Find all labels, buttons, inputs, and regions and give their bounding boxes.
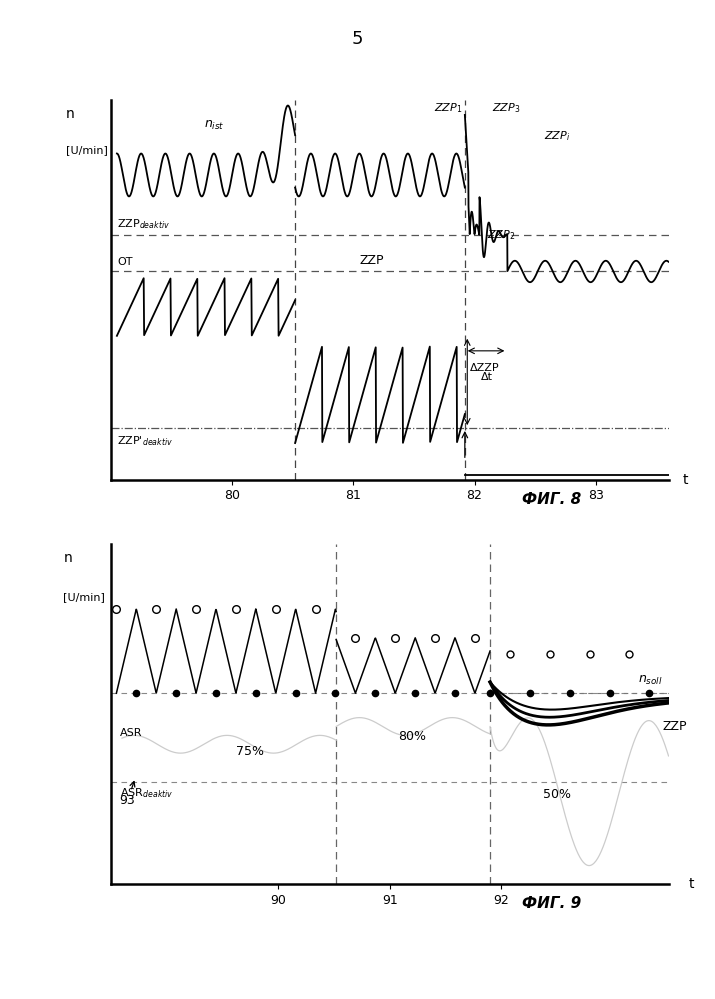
- Text: $n_{ist}$: $n_{ist}$: [204, 119, 225, 132]
- Text: ZZP: ZZP: [359, 254, 384, 267]
- Text: t: t: [689, 877, 694, 891]
- Text: [U/min]: [U/min]: [64, 592, 105, 602]
- Text: OT: OT: [117, 257, 132, 267]
- Text: ΔZZP: ΔZZP: [470, 363, 499, 373]
- Text: 50%: 50%: [543, 787, 571, 800]
- Text: Δt: Δt: [480, 373, 493, 383]
- Text: ZZP: ZZP: [663, 720, 687, 733]
- Text: t: t: [683, 473, 689, 487]
- Text: $ZZP_1$: $ZZP_1$: [434, 101, 463, 115]
- Text: 93: 93: [119, 781, 136, 807]
- Text: ФИГ. 8: ФИГ. 8: [522, 492, 581, 506]
- Text: $ZZP_3$: $ZZP_3$: [491, 101, 520, 115]
- Text: $ZZP_i$: $ZZP_i$: [543, 130, 570, 143]
- Text: [U/min]: [U/min]: [66, 146, 108, 156]
- Text: ASR$_{deaktiv}$: ASR$_{deaktiv}$: [119, 786, 173, 800]
- Text: 5: 5: [352, 30, 363, 48]
- Text: ФИГ. 9: ФИГ. 9: [522, 896, 581, 911]
- Text: ZZP'$_{deaktiv}$: ZZP'$_{deaktiv}$: [117, 435, 173, 449]
- Text: n: n: [64, 551, 72, 565]
- Text: 80%: 80%: [398, 730, 426, 743]
- Text: ASR: ASR: [119, 727, 142, 737]
- Text: ZZP$_{deaktiv}$: ZZP$_{deaktiv}$: [117, 217, 170, 231]
- Text: 75%: 75%: [236, 745, 265, 758]
- Text: $n_{soll}$: $n_{soll}$: [638, 673, 663, 686]
- Text: n: n: [66, 108, 75, 122]
- Text: $ZZP_2$: $ZZP_2$: [487, 228, 515, 242]
